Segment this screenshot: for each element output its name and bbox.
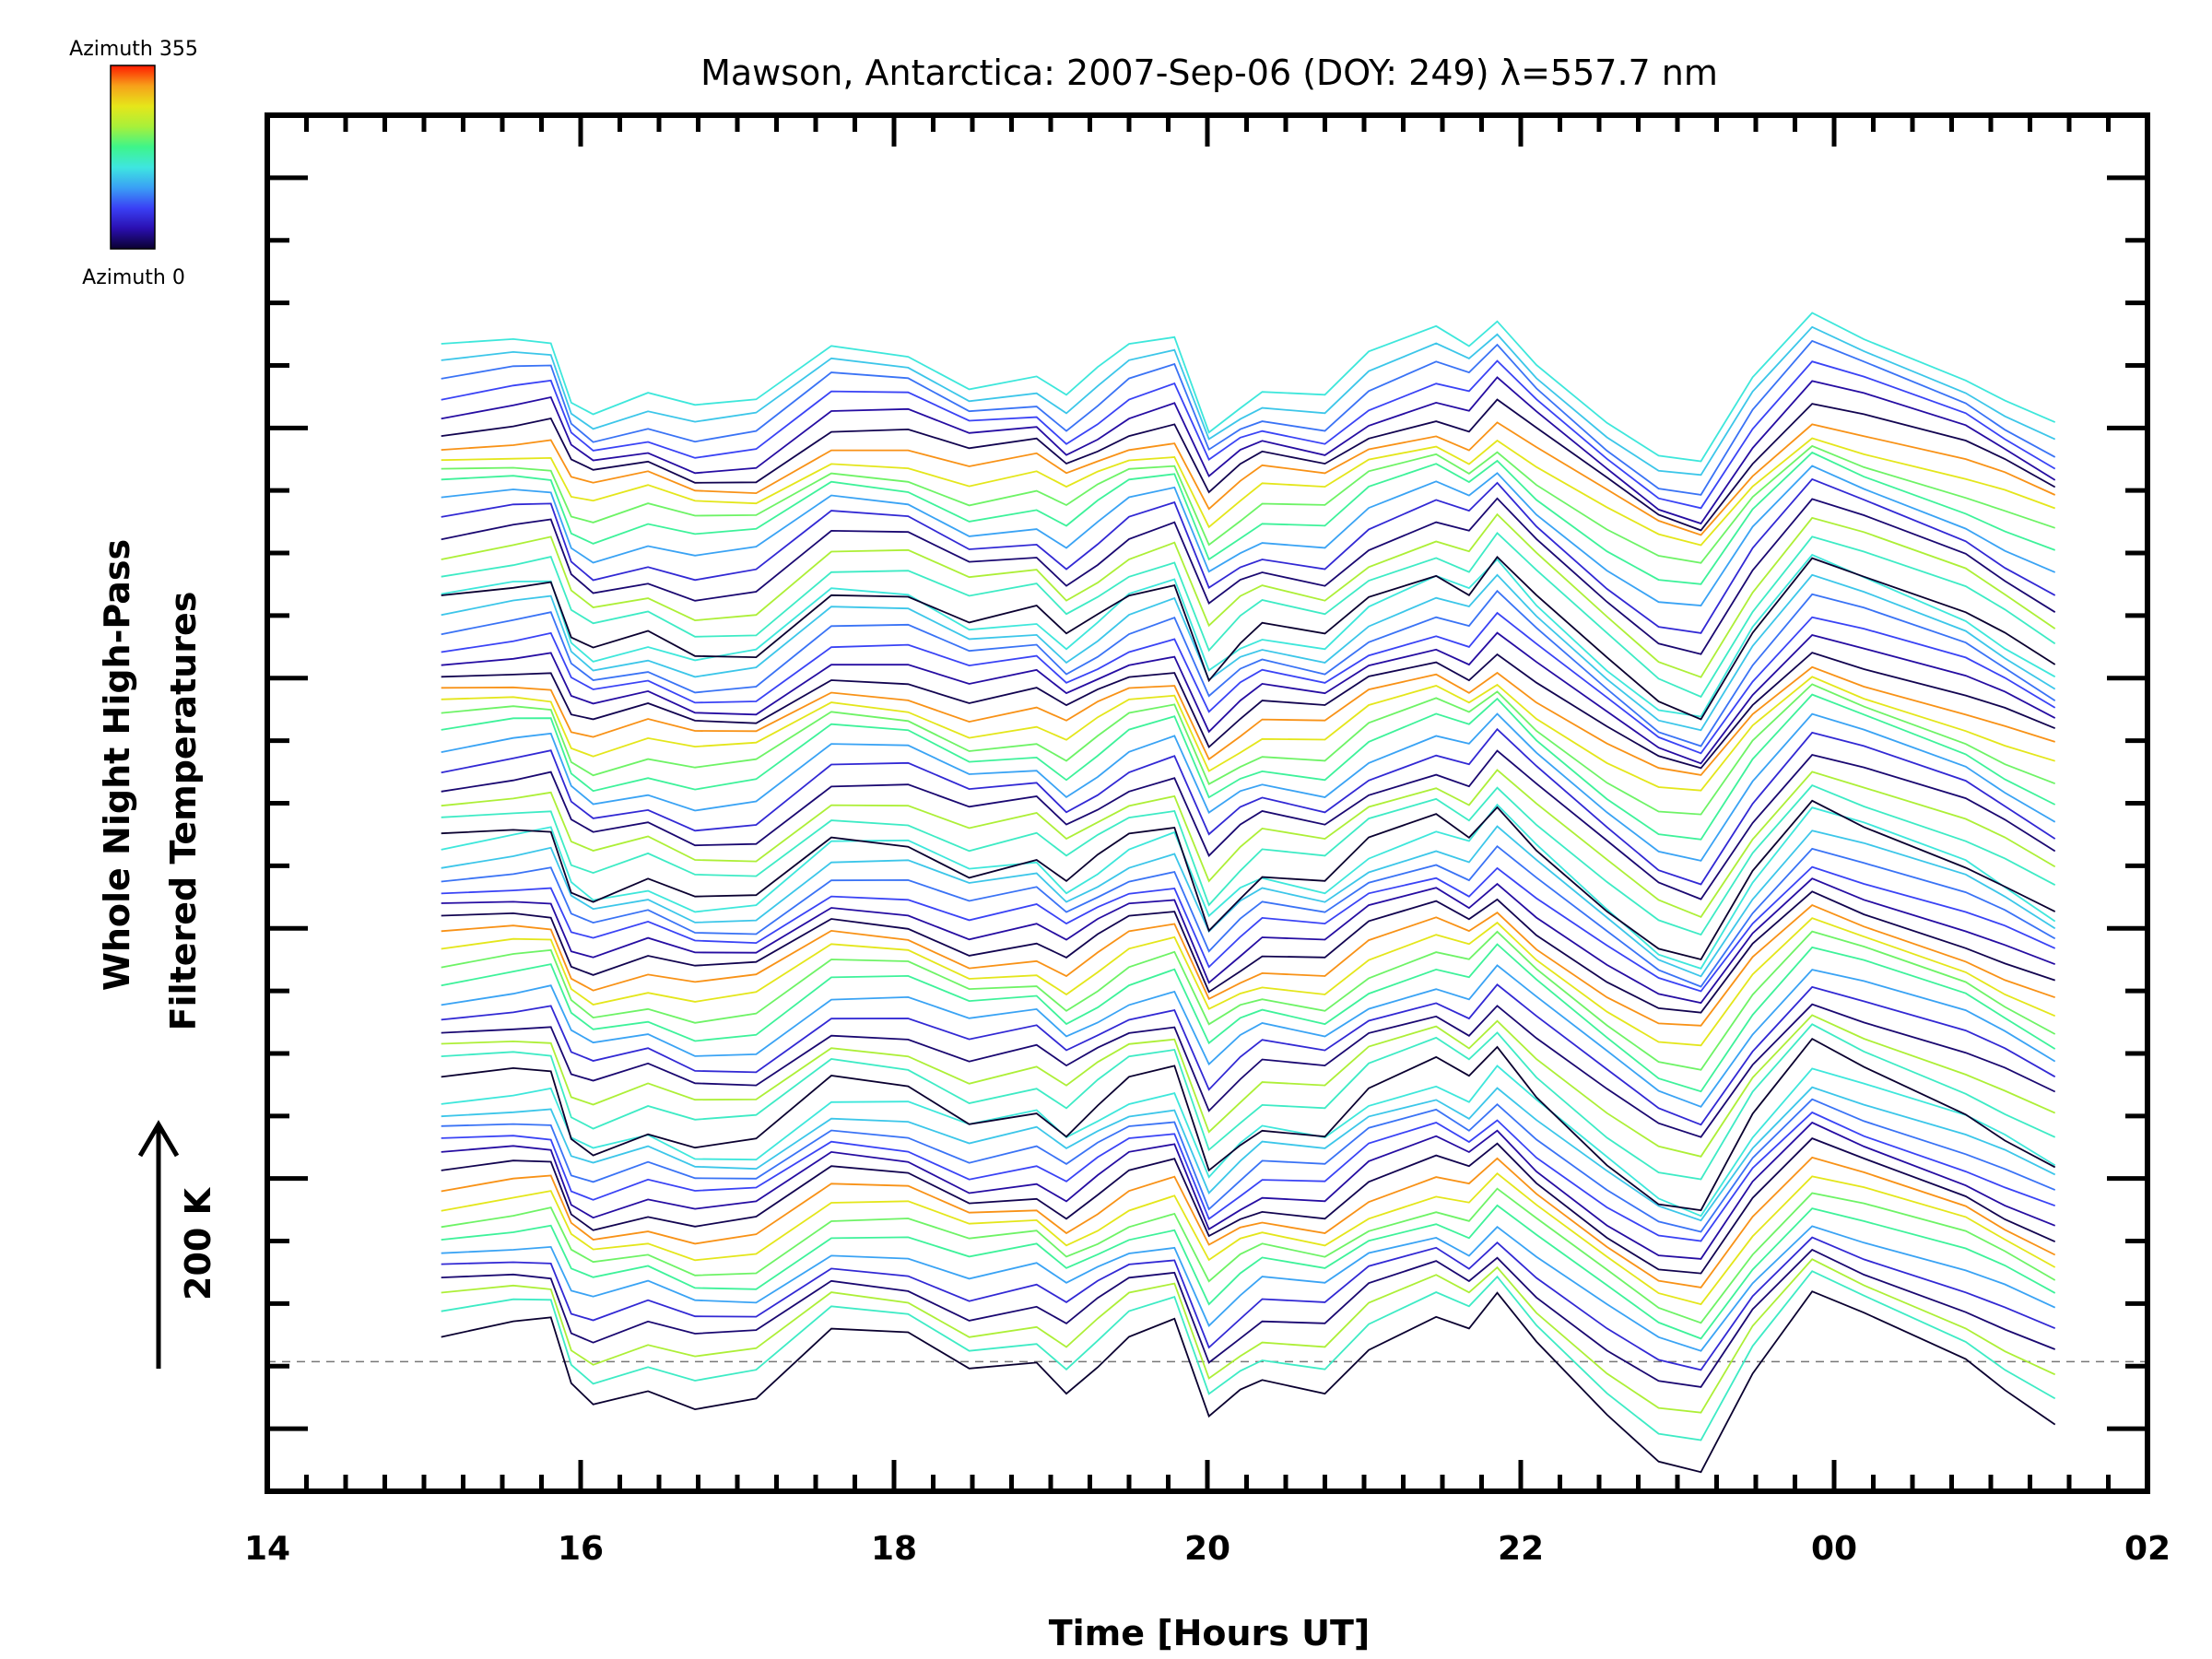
series-line-az-320: [441, 665, 2055, 776]
line-group-4: [441, 312, 2056, 721]
scale-bar: 200 K: [137, 1120, 218, 1369]
colorbar-top-label: Azimuth 355: [69, 38, 198, 61]
x-tick-label: 14: [244, 1530, 290, 1568]
plot-frame: [265, 112, 2150, 1494]
series-line-az-240: [441, 769, 2056, 919]
series-line-az-60: [441, 727, 2056, 886]
x-tick-labels: 14 16 18 20 22 00 02: [244, 1530, 2171, 1568]
series-line-az-320: [441, 1156, 2056, 1288]
scale-bar-label: 200 K: [178, 1186, 218, 1300]
series-line-az-140: [441, 325, 2056, 477]
series-line-az-0: [441, 556, 2056, 721]
series-line-az-240: [441, 1258, 2056, 1414]
series-line-az-10: [441, 652, 2056, 770]
series-line-az-10: [441, 398, 2056, 532]
series-line-az-140: [441, 1086, 2056, 1222]
series-line-az-160: [441, 803, 2056, 970]
series-line-az-240: [441, 1014, 2056, 1158]
series-line-az-60: [441, 1236, 2056, 1371]
data-lines: [441, 312, 2056, 1474]
scale-arrow-head-icon: [137, 1120, 180, 1158]
line-group-1: [441, 1065, 2056, 1474]
series-line-az-275: [441, 1171, 2056, 1306]
series-line-az-120: [441, 964, 2056, 1108]
series-line-az-0: [441, 1037, 2056, 1212]
series-line-az-20: [441, 1248, 2056, 1388]
series-line-az-275: [441, 917, 2056, 1047]
series-line-az-215: [441, 683, 2056, 816]
series-line-az-190: [441, 943, 2056, 1093]
series-line-az-35: [441, 631, 2056, 765]
series-line-az-320: [441, 421, 2056, 536]
series-line-az-190: [441, 1204, 2056, 1340]
series-line-az-0: [441, 799, 2056, 961]
series-line-az-20: [441, 1003, 2056, 1138]
series-line-az-120: [441, 712, 2056, 862]
series-line-az-215: [441, 930, 2056, 1071]
series-line-az-240: [441, 512, 2056, 678]
series-line-az-170: [441, 784, 2056, 936]
series-line-az-170: [441, 1270, 2056, 1441]
x-tick-label: 02: [2124, 1530, 2171, 1568]
colorbar-gradient: [110, 65, 156, 250]
line-group-2: [441, 803, 2056, 1212]
series-line-az-35: [441, 877, 2056, 1005]
series-line-az-320: [441, 904, 2055, 1027]
y-axis-label-line1: Whole Night High-Pass: [97, 539, 137, 991]
x-tick-label: 20: [1184, 1530, 1230, 1568]
series-line-az-190: [441, 451, 2056, 585]
series-line-az-35: [441, 376, 2056, 525]
x-tick-label: 22: [1498, 1530, 1544, 1568]
x-tick-label: 00: [1811, 1530, 1857, 1568]
series-line-az-160: [441, 1065, 2056, 1218]
colorbar: Azimuth 355 Azimuth 0: [69, 38, 198, 289]
series-line-az-275: [441, 437, 2056, 547]
series-line-az-10: [441, 890, 2055, 1014]
chart-title: Mawson, Antarctica: 2007-Sep-06 (DOY: 24…: [700, 53, 1718, 93]
series-line-az-80: [441, 865, 2056, 993]
series-line-az-80: [441, 1111, 2056, 1242]
line-group-3: [441, 553, 2056, 961]
x-tick-label: 18: [871, 1530, 917, 1568]
series-line-az-80: [441, 611, 2056, 755]
series-line-az-170: [441, 531, 2056, 699]
series-line-az-120: [441, 465, 2056, 606]
axes: [265, 112, 2150, 1494]
series-line-az-60: [441, 477, 2056, 634]
series-line-az-140: [441, 573, 2056, 732]
series-line-az-10: [441, 1137, 2056, 1275]
series-line-az-160: [441, 312, 2056, 463]
series-line-az-140: [441, 825, 2056, 978]
series-line-az-100: [441, 844, 2056, 988]
series-line-az-0: [441, 1290, 2056, 1474]
x-tick-label: 16: [558, 1530, 604, 1568]
series-line-az-215: [441, 1187, 2056, 1324]
y-axis-label-line2: Filtered Temperatures: [163, 592, 204, 1031]
series-line-az-275: [441, 676, 2055, 792]
series-line-az-35: [441, 1121, 2056, 1260]
series-line-az-160: [441, 553, 2056, 718]
series-line-az-100: [441, 589, 2056, 747]
series-line-az-100: [441, 339, 2056, 496]
series-line-az-100: [441, 1098, 2056, 1233]
series-line-az-60: [441, 983, 2056, 1126]
series-line-az-20: [441, 749, 2056, 900]
series-line-az-80: [441, 359, 2056, 510]
series-line-az-120: [441, 1225, 2056, 1352]
series-line-az-215: [441, 444, 2055, 564]
series-line-az-170: [441, 1023, 2056, 1181]
colorbar-bottom-label: Azimuth 0: [82, 266, 185, 289]
series-line-az-190: [441, 693, 2056, 841]
x-axis-label: Time [Hours UT]: [1049, 1613, 1371, 1653]
series-line-az-20: [441, 497, 2056, 655]
